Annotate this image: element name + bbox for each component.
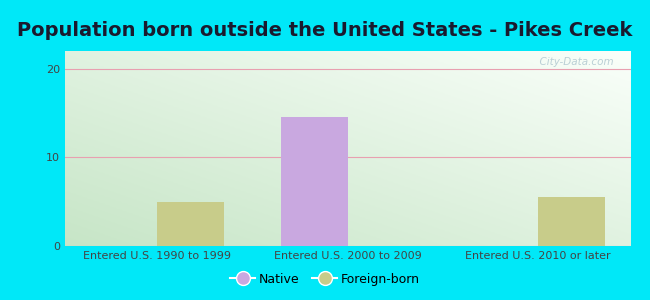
Bar [538, 197, 604, 246]
Text: City-Data.com: City-Data.com [533, 57, 614, 67]
Legend: Native, Foreign-born: Native, Foreign-born [225, 268, 425, 291]
Bar [281, 118, 348, 246]
Bar [157, 202, 224, 246]
Text: Population born outside the United States - Pikes Creek: Population born outside the United State… [18, 21, 632, 40]
